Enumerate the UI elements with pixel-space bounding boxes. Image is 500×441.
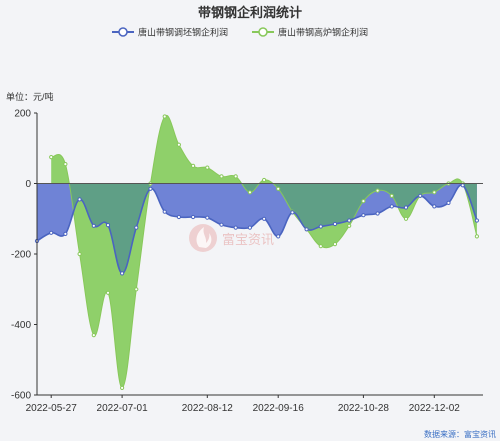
series-1-point-5[interactable] bbox=[105, 223, 111, 228]
series-2-point-23[interactable] bbox=[375, 188, 380, 193]
series-2-point-3[interactable] bbox=[91, 333, 96, 338]
series-1-point-31[interactable] bbox=[474, 218, 479, 223]
series-1-point-27[interactable] bbox=[418, 193, 423, 198]
y-tick-label-0: 200 bbox=[14, 109, 31, 120]
series-1-point-18[interactable] bbox=[290, 210, 295, 215]
series-2-line bbox=[50, 114, 478, 389]
y-tick-label-1: 0 bbox=[25, 179, 31, 190]
series-1-point-16[interactable] bbox=[262, 216, 267, 221]
series-2-point-4[interactable] bbox=[105, 290, 111, 295]
series-1-point-13[interactable] bbox=[219, 222, 224, 227]
chart-title: 带钢钢企利润统计 bbox=[198, 5, 302, 20]
series-2-point-27[interactable] bbox=[432, 190, 437, 195]
series-2-point-0[interactable] bbox=[49, 155, 54, 160]
series-1-point-9[interactable] bbox=[162, 209, 167, 214]
series-1-point-21[interactable] bbox=[332, 221, 338, 227]
x-tick-label-1: 2022-07-01 bbox=[97, 403, 149, 414]
x-tick-label-3: 2022-09-16 bbox=[253, 403, 305, 414]
series-2-point-8[interactable] bbox=[162, 114, 167, 119]
legend: 唐山带钢调坯钢企利润 唐山带钢高炉钢企利润 bbox=[112, 27, 368, 38]
series-2-point-16[interactable] bbox=[276, 186, 281, 191]
series-1-point-30[interactable] bbox=[460, 183, 465, 188]
data-source: 数据来源：富宝资讯 bbox=[424, 429, 496, 439]
series-2-point-6[interactable] bbox=[134, 287, 139, 292]
watermark-logo-icon bbox=[189, 224, 217, 252]
series-1-area bbox=[37, 183, 477, 274]
legend-label-series-2: 唐山带钢高炉钢企利润 bbox=[278, 27, 368, 38]
series-1-point-15[interactable] bbox=[247, 225, 252, 230]
series-1-point-14[interactable] bbox=[233, 225, 238, 230]
series-2-point-25[interactable] bbox=[403, 216, 409, 221]
y-tick-label-3: -400 bbox=[11, 320, 31, 331]
y-tick-label-2: -200 bbox=[11, 250, 31, 261]
series-1-point-20[interactable] bbox=[318, 224, 323, 229]
y-unit-label: 单位：元/吨 bbox=[6, 91, 54, 102]
series-1-point-2[interactable] bbox=[63, 231, 68, 236]
series-1-point-26[interactable] bbox=[403, 205, 409, 210]
series-1-point-8[interactable] bbox=[148, 186, 153, 191]
x-tick-label-5: 2022-12-02 bbox=[409, 403, 461, 414]
series-1-point-4[interactable] bbox=[91, 223, 96, 228]
legend-item-series-1[interactable]: 唐山带钢调坯钢企利润 bbox=[112, 27, 228, 38]
series-1-point-19[interactable] bbox=[304, 227, 309, 232]
series-1-point-6[interactable] bbox=[120, 271, 125, 276]
y-tick-label-4: -600 bbox=[11, 391, 31, 402]
series-2-point-1[interactable] bbox=[63, 162, 68, 167]
series-1-point-23[interactable] bbox=[361, 213, 366, 218]
series-2-point-24[interactable] bbox=[389, 193, 394, 198]
legend-item-series-2[interactable]: 唐山带钢高炉钢企利润 bbox=[252, 27, 368, 38]
series-2-point-30[interactable] bbox=[474, 234, 479, 239]
watermark-text: 富宝资讯 bbox=[222, 232, 274, 247]
x-tick-label-0: 2022-05-27 bbox=[26, 403, 78, 414]
series-1-point-24[interactable] bbox=[375, 211, 380, 216]
series-2-point-9[interactable] bbox=[176, 142, 181, 147]
series-2-point-5[interactable] bbox=[120, 385, 125, 390]
series-2-point-13[interactable] bbox=[233, 174, 238, 179]
legend-label-series-1: 唐山带钢调坯钢企利润 bbox=[138, 27, 228, 38]
series-2-point-12[interactable] bbox=[219, 174, 224, 179]
series-1-point-7[interactable] bbox=[134, 225, 139, 230]
series-2-point-2[interactable] bbox=[77, 251, 82, 257]
series-2-point-15[interactable] bbox=[262, 177, 267, 183]
series-1-point-29[interactable] bbox=[446, 200, 451, 205]
series-2-point-22[interactable] bbox=[361, 199, 366, 204]
series-1-point-10[interactable] bbox=[176, 214, 181, 220]
series-2-point-19[interactable] bbox=[318, 244, 323, 249]
series-1-point-12[interactable] bbox=[205, 215, 210, 220]
plot-area bbox=[34, 114, 479, 390]
series-1-point-1[interactable] bbox=[49, 230, 54, 235]
x-tick-label-2: 2022-08-12 bbox=[182, 403, 234, 414]
series-2-point-11[interactable] bbox=[205, 165, 210, 170]
series-1-point-17[interactable] bbox=[276, 234, 281, 239]
watermark: 富宝资讯 bbox=[189, 224, 274, 252]
series-2-point-14[interactable] bbox=[247, 190, 252, 195]
legend-marker-series-2 bbox=[258, 27, 268, 37]
series-2-point-10[interactable] bbox=[191, 163, 196, 168]
series-2-point-20[interactable] bbox=[332, 242, 338, 247]
legend-marker-series-1 bbox=[118, 27, 128, 37]
series-2-point-21[interactable] bbox=[347, 223, 352, 228]
series-1-point-11[interactable] bbox=[191, 214, 196, 220]
x-tick-label-4: 2022-10-28 bbox=[338, 403, 390, 414]
series-1-point-22[interactable] bbox=[347, 218, 352, 223]
series-1-point-3[interactable] bbox=[77, 197, 82, 202]
series-1-point-28[interactable] bbox=[432, 204, 437, 209]
series-1-point-25[interactable] bbox=[389, 204, 394, 209]
